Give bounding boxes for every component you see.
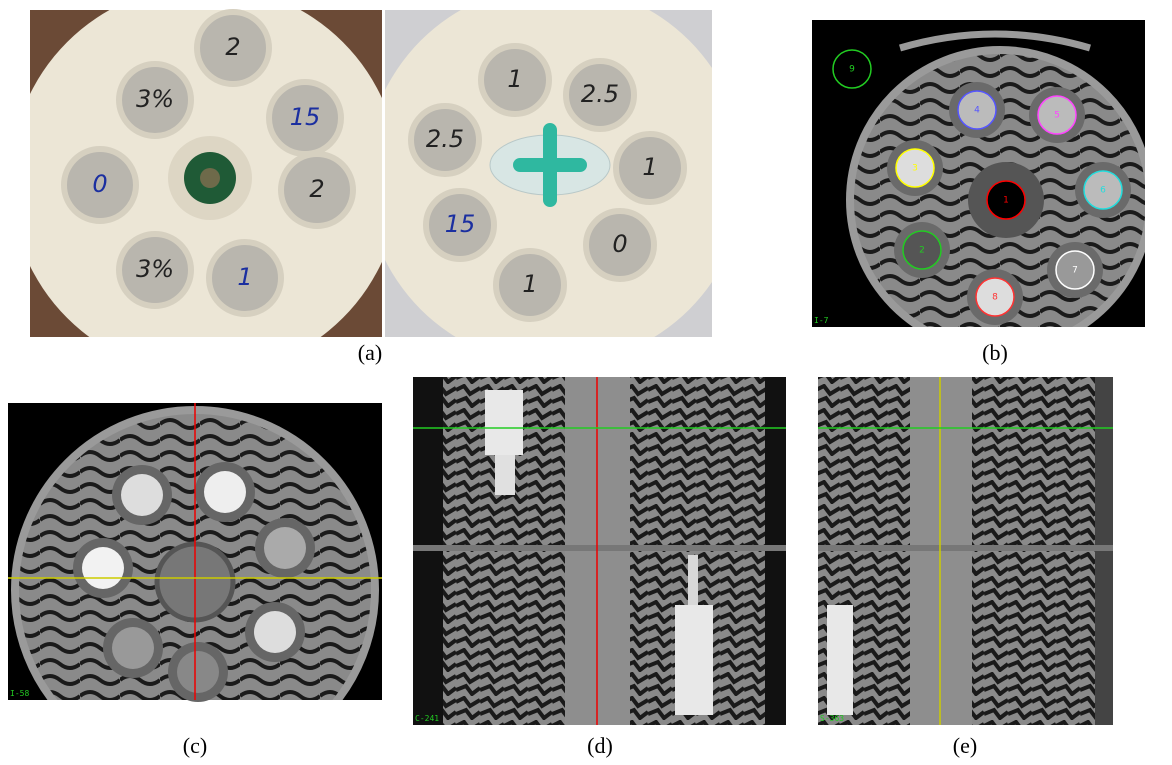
panel-caption: (c) [183,733,207,758]
insert-label: 2 [309,175,324,203]
roi-label: 3 [912,164,918,174]
roi-label: 8 [992,293,998,303]
figure: 2 15 2 1 3% 0 3% 1 2.5 1 0 1 15 2.5 1 2 3 4 5 6 7 8 9 I-7 I-58 C-… [0,0,1172,765]
roi-label: 5 [1054,111,1060,121]
insert-label: 3% [136,85,174,113]
roi-label: 2 [919,246,925,256]
insert-core [112,627,154,669]
insert-label: 2.5 [426,125,464,153]
insert-label: 0 [612,230,627,258]
roi-label: 7 [1072,266,1078,276]
panel-caption: (e) [953,733,977,758]
panel-caption: (a) [358,340,382,365]
roi-label: 4 [974,106,980,116]
insert-core [177,651,219,693]
slice-label: I-7 [814,316,829,325]
roi-label: 9 [849,65,855,75]
panel-caption: (d) [587,733,613,758]
insert-label: 3% [136,255,174,283]
insert-label: 15 [445,210,476,238]
slice-label: S-363 [820,714,844,723]
panel-caption: (b) [982,340,1008,365]
insert-label: 1 [522,270,537,298]
insert-core [82,547,124,589]
insert-label: 2 [225,33,240,61]
insert-core [204,471,246,513]
slice-label: C-241 [415,714,439,723]
insert-core [254,611,296,653]
insert-label: 0 [92,170,107,198]
insert-core [121,474,163,516]
insert-label: 2.5 [581,80,619,108]
insert-core [264,527,306,569]
ct-sagittal [818,377,1113,725]
insert-label: 1 [642,153,657,181]
ct-coronal [413,377,786,725]
roi-label: 6 [1100,186,1106,196]
insert-label: 1 [237,263,252,291]
insert-label: 1 [507,65,522,93]
slice-label: I-58 [10,689,29,698]
roi-label: 1 [1003,196,1009,206]
insert-label: 15 [290,103,321,131]
